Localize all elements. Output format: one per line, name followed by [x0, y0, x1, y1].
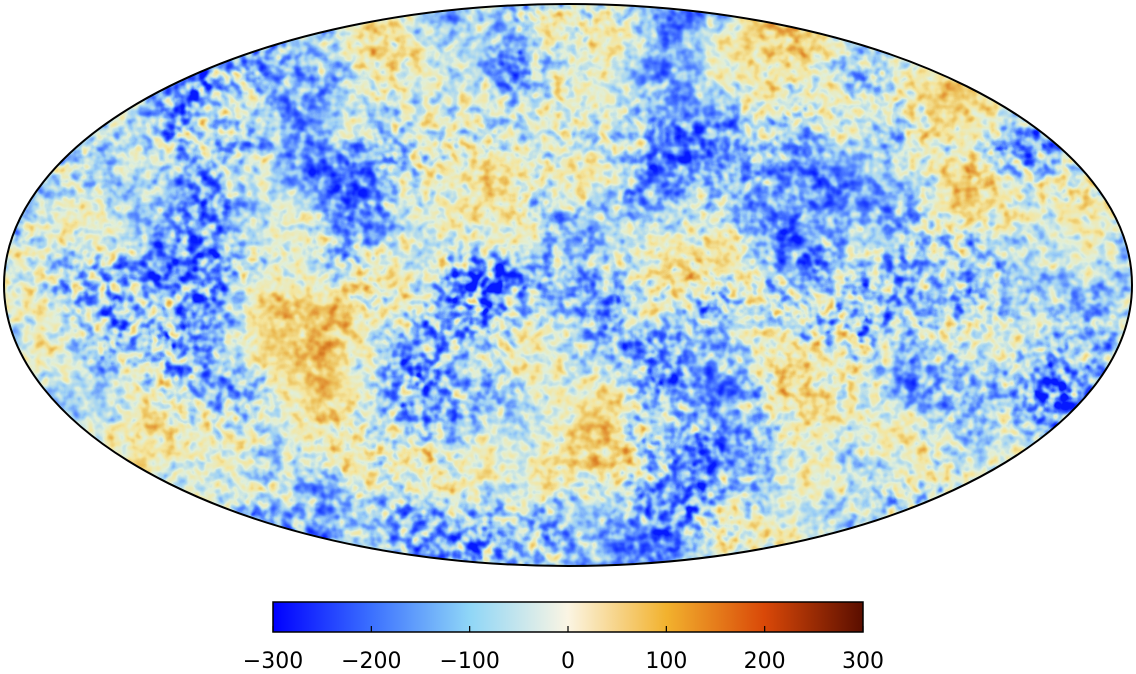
colorbar-tick-label: 0: [561, 649, 575, 674]
colorbar: −300 −200 −100 0 100 200 300: [243, 601, 884, 674]
colorbar-tick-label: −300: [243, 649, 303, 674]
colorbar-tick-label: 200: [744, 649, 786, 674]
map-outline: [3, 3, 1133, 567]
colorbar-tick-label: −100: [439, 649, 499, 674]
colorbar-tick-label: −200: [341, 649, 401, 674]
colorbar-tick-label: 300: [842, 649, 884, 674]
map-field: [4, 4, 1132, 566]
colorbar-tick-label: 100: [645, 649, 687, 674]
cmb-sky-map: [3, 3, 1133, 567]
